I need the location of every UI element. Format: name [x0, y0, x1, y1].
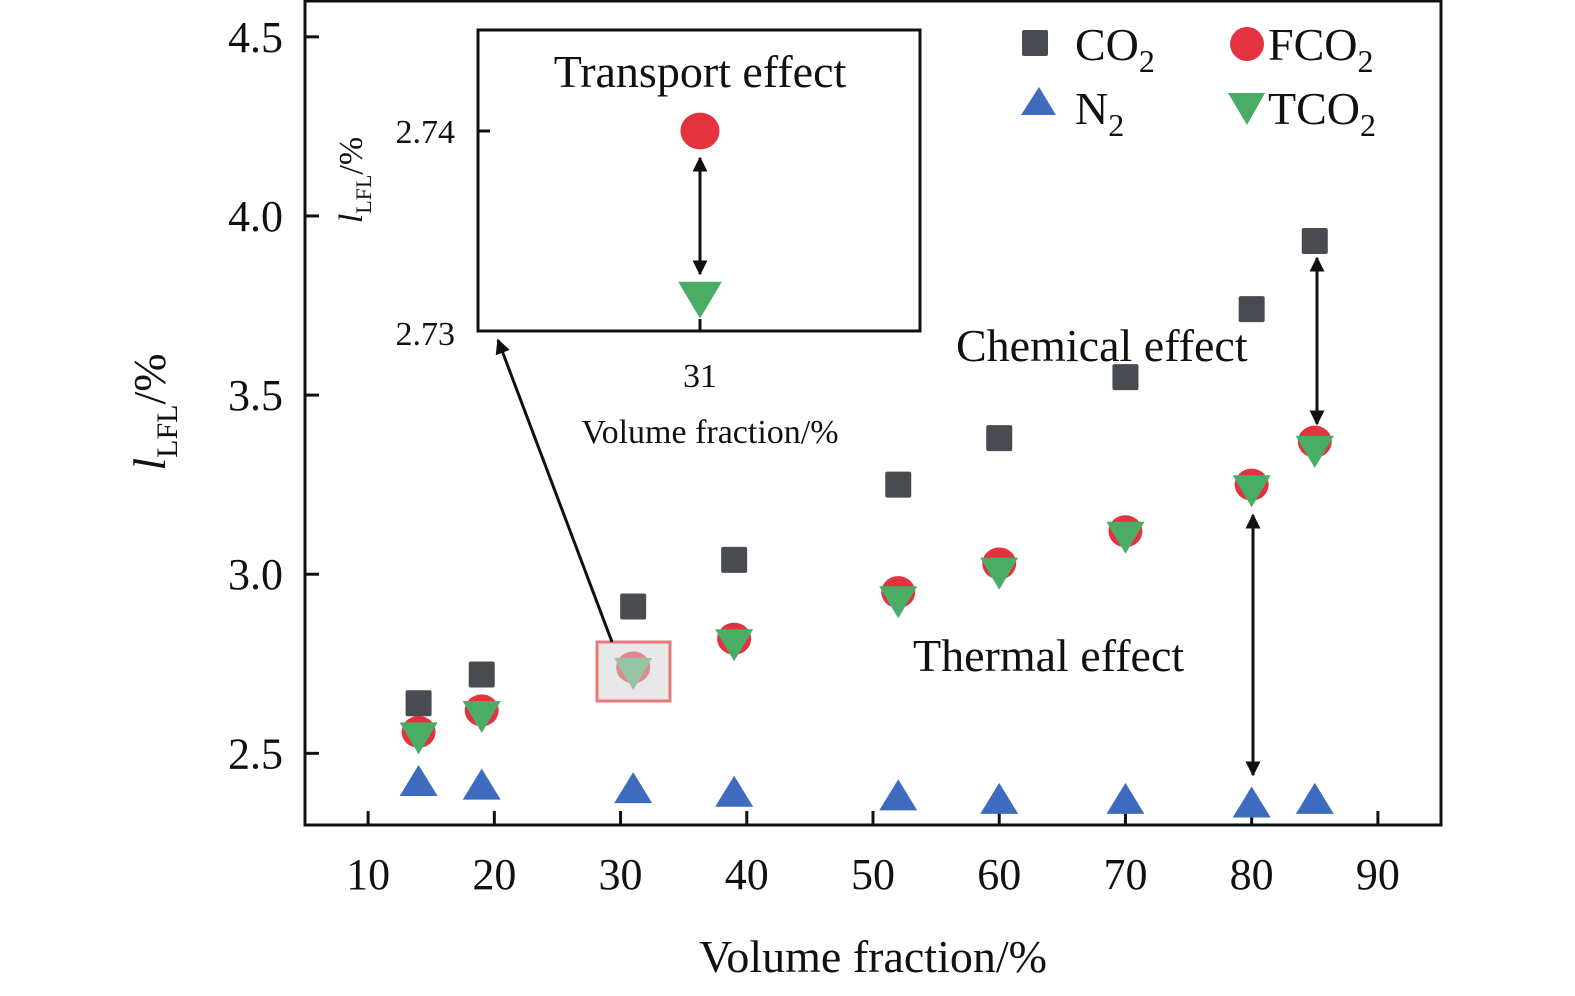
point-co2 [986, 425, 1013, 452]
inset-point-tco2 [678, 281, 722, 319]
point-n2 [462, 768, 501, 800]
x-tick-label: 10 [346, 850, 390, 899]
point-co2 [1238, 296, 1265, 323]
inset-x-tick-label: 31 [683, 358, 717, 395]
point-n2 [614, 772, 653, 804]
point-tco2 [1232, 475, 1271, 508]
point-co2 [885, 471, 912, 498]
legend-marker-co2 [1022, 30, 1048, 56]
point-co2 [1301, 228, 1328, 255]
point-n2 [1106, 782, 1145, 814]
point-tco2 [399, 722, 438, 755]
point-co2 [721, 546, 748, 573]
point-n2 [1232, 786, 1271, 818]
y-axis: 2.5 3.0 3.5 4.0 4.5 [228, 13, 319, 778]
legend-label-fco2: FCO2 [1268, 19, 1373, 79]
inset-title: Transport effect [554, 46, 847, 97]
legend-marker-fco2 [1230, 27, 1264, 61]
x-tick-label: 40 [725, 850, 769, 899]
point-tco2 [879, 586, 918, 619]
thermal-effect-label: Thermal effect [913, 630, 1184, 681]
inset-point-fco2 [680, 112, 720, 150]
point-tco2 [1295, 435, 1334, 468]
point-n2 [879, 779, 918, 811]
legend: CO2 FCO2 N2 TCO2 [1021, 19, 1376, 143]
inset-y-tick-label: 2.74 [396, 114, 456, 151]
y-tick-label: 3.0 [228, 550, 283, 599]
legend-marker-tco2 [1228, 93, 1265, 125]
point-tco2 [980, 557, 1019, 590]
legend-label-co2: CO2 [1075, 19, 1155, 79]
x-tick-label: 50 [851, 850, 895, 899]
point-n2 [1295, 782, 1334, 814]
point-tco2 [462, 700, 501, 733]
x-tick-label: 90 [1356, 850, 1400, 899]
y-axis-label: lLFL/% [124, 353, 184, 470]
point-co2 [405, 690, 432, 717]
legend-label-n2: N2 [1075, 83, 1124, 143]
x-tick-label: 30 [599, 850, 643, 899]
point-co2 [1112, 364, 1139, 391]
chemical-effect-label: Chemical effect [956, 320, 1248, 371]
point-n2 [399, 765, 438, 797]
x-tick-label: 60 [977, 850, 1021, 899]
y-tick-label: 3.5 [228, 371, 283, 420]
y-tick-label: 4.0 [228, 192, 283, 241]
inset-y-tick-label: 2.73 [396, 316, 456, 353]
inset-points [678, 112, 722, 319]
x-axis: 10 20 30 40 50 60 70 80 90 [346, 811, 1400, 899]
inset-x-axis-label: Volume fraction/% [581, 414, 838, 451]
point-n2 [980, 782, 1019, 814]
legend-marker-n2 [1021, 87, 1056, 115]
x-tick-label: 80 [1230, 850, 1274, 899]
zoom-pointer-arrow [495, 338, 614, 643]
inset-chart: Transport effect 2.74 2.73 31 Volume fra… [333, 28, 922, 451]
point-tco2 [715, 629, 754, 662]
y-tick-label: 2.5 [228, 729, 283, 778]
point-tco2 [1106, 521, 1145, 554]
x-tick-label: 20 [472, 850, 516, 899]
point-co2 [620, 593, 647, 620]
zoom-highlight-box [595, 640, 672, 703]
y-tick-label: 4.5 [228, 13, 283, 62]
x-axis-label: Volume fraction/% [699, 931, 1047, 982]
point-n2 [715, 775, 754, 807]
legend-label-tco2: TCO2 [1268, 83, 1376, 143]
inset-y-axis-label: lLFL/% [333, 137, 376, 223]
x-tick-label: 70 [1103, 850, 1147, 899]
point-co2 [468, 661, 495, 688]
